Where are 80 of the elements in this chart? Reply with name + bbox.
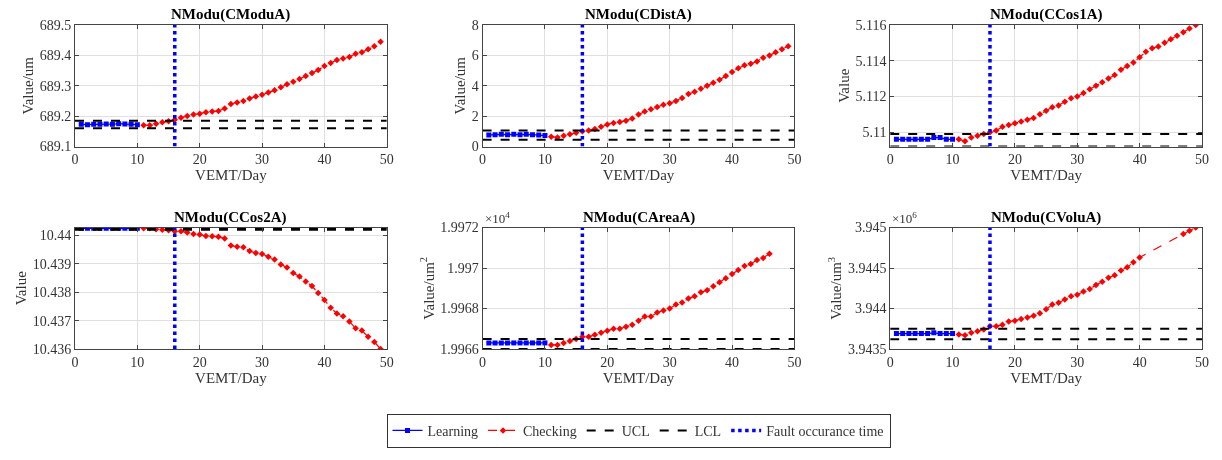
y-tick-label: 5.11 [862, 125, 887, 141]
chart-title: NModu(CDistA) [585, 6, 692, 23]
y-tick-label: 1.9972 [440, 220, 479, 236]
legend-label: Checking [523, 423, 577, 439]
y-tick-label: 6 [471, 48, 479, 64]
x-tick-label: 50 [787, 152, 802, 168]
y-tick-label: 3.9445 [847, 260, 887, 276]
x-axis-title: VEMT/Day [602, 167, 675, 184]
y-tick-label: 1.9968 [440, 301, 479, 317]
y-tick-label: 10.438 [32, 285, 72, 301]
x-tick-label: 40 [725, 152, 740, 168]
y-tick-label: 5.114 [855, 53, 887, 69]
x-axis-title: VEMT/Day [195, 369, 268, 386]
legend-label: LCL [694, 423, 722, 439]
x-axis-title: VEMT/Day [602, 369, 675, 386]
y-tick-label: 5.112 [855, 89, 887, 105]
legend-label: Fault occurance time [766, 423, 884, 439]
x-axis-title: VEMT/Day [195, 167, 268, 184]
y-tick-label: 1.9966 [440, 341, 479, 357]
x-tick-label: 30 [1070, 354, 1085, 370]
y-tick-label: 689.2 [39, 109, 72, 125]
x-tick-label: 40 [725, 354, 740, 370]
chart-title: NModu(CModuA) [171, 6, 291, 23]
x-tick-label: 20 [192, 354, 207, 370]
x-tick-label: 10 [945, 354, 960, 370]
x-tick-label: 30 [1070, 152, 1085, 168]
x-tick-label: 50 [787, 354, 802, 370]
y-tick-label: 3.944 [854, 301, 887, 317]
x-tick-label: 30 [255, 152, 270, 168]
legend-label: Learning [427, 423, 479, 439]
x-tick-label: 10 [537, 152, 552, 168]
x-tick-label: 10 [945, 152, 960, 168]
chart-title: NModu(CAreaA) [583, 209, 696, 226]
x-tick-label: 20 [1007, 354, 1022, 370]
x-tick-label: 20 [600, 354, 615, 370]
x-tick-label: 40 [317, 354, 332, 370]
y-tick-label: 8 [471, 17, 479, 33]
x-tick-label: 30 [255, 354, 270, 370]
x-tick-label: 20 [192, 152, 207, 168]
x-tick-label: 30 [662, 354, 677, 370]
x-tick-label: 50 [379, 354, 394, 370]
chart-title: NModu(CCos2A) [174, 209, 287, 226]
x-axis-title: VEMT/Day [1010, 167, 1083, 184]
x-tick-label: 10 [537, 354, 552, 370]
y-tick-label: 3.945 [854, 220, 887, 236]
y-tick-label: 0 [471, 139, 479, 155]
y-tick-label: 2 [471, 109, 479, 125]
y-tick-label: 10.44 [39, 228, 72, 244]
y-tick-label: 10.439 [32, 256, 72, 272]
y-tick-label: 689.1 [39, 139, 72, 155]
chart-title: NModu(CCos1A) [990, 6, 1103, 23]
y-tick-label: 689.3 [39, 78, 72, 94]
legend-label: UCL [621, 423, 650, 439]
text: ×10$^{6}$ [892, 210, 918, 227]
y-tick-label: 689.4 [39, 48, 72, 64]
y-tick-label: 10.436 [32, 341, 72, 357]
x-tick-label: 10 [130, 152, 145, 168]
x-tick-label: 50 [1195, 152, 1209, 168]
y-tick-label: 1.997 [447, 260, 479, 276]
x-tick-label: 30 [662, 152, 677, 168]
x-tick-label: 40 [317, 152, 332, 168]
y-axis-title: Value/um [452, 56, 469, 115]
y-tick-label: 689.5 [39, 17, 72, 33]
x-tick-label: 50 [379, 152, 394, 168]
x-axis-title: VEMT/Day [1010, 369, 1083, 386]
x-tick-label: 10 [130, 354, 145, 370]
x-tick-label: 50 [1195, 354, 1209, 370]
y-tick-label: 5.116 [855, 17, 887, 33]
x-tick-label: 40 [1132, 354, 1147, 370]
x-tick-label: 20 [600, 152, 615, 168]
y-axis-title: Value/um [19, 56, 36, 115]
y-axis-title: Value [835, 68, 852, 103]
y-tick-label: 3.9435 [847, 341, 887, 357]
x-tick-label: 40 [1132, 152, 1147, 168]
text: ×10$^{4}$ [485, 210, 511, 227]
y-axis-title: Value [12, 270, 29, 306]
chart-title: NModu(CVoluA) [991, 209, 1102, 226]
x-tick-label: 20 [1007, 152, 1022, 168]
y-tick-label: 4 [471, 78, 479, 94]
y-tick-label: 10.437 [32, 313, 72, 329]
